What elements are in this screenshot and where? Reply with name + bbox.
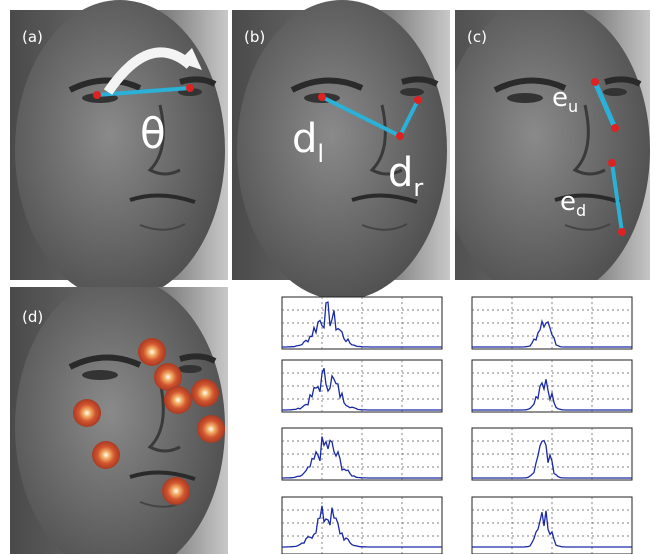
plot-frame bbox=[282, 497, 442, 554]
annotation-text: d bbox=[388, 150, 413, 196]
annotation-text: e bbox=[552, 83, 568, 113]
panel-label: (b) bbox=[244, 28, 265, 46]
annotation-subscript: r bbox=[413, 174, 423, 202]
annotation-subscript: l bbox=[317, 140, 324, 168]
annotation-subscript: u bbox=[568, 97, 578, 116]
figure: (a) θ (b) dl dr (c) eu ed (d) bbox=[0, 0, 658, 554]
panel-label: (d) bbox=[22, 308, 43, 326]
plot-frame bbox=[472, 497, 632, 554]
annotation-text: d bbox=[292, 116, 317, 162]
annotation: θ bbox=[140, 109, 166, 158]
annotation-subscript: d bbox=[576, 201, 586, 220]
panel-label: (c) bbox=[467, 28, 487, 46]
plots bbox=[282, 297, 632, 554]
panel-label: (a) bbox=[22, 28, 43, 46]
annotation-text: e bbox=[560, 187, 576, 217]
page: (a) θ (b) dl dr (c) eu ed (d) (() => { c… bbox=[0, 0, 658, 554]
